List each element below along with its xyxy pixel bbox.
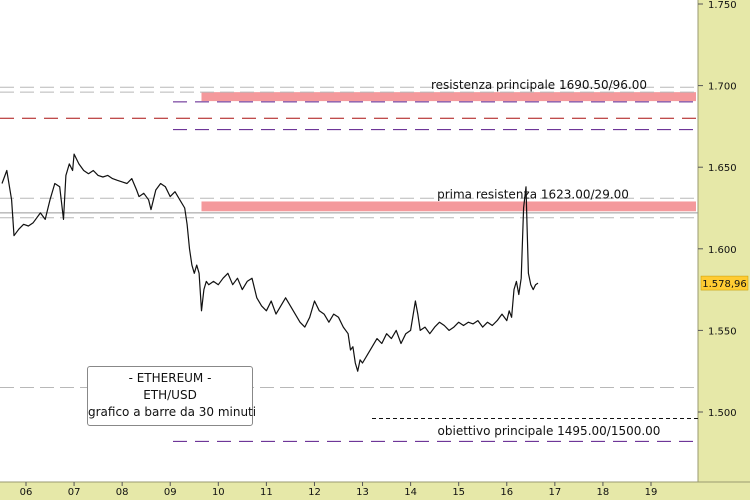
y-tick-label-1: 1.550: [708, 326, 737, 337]
price-series-line-0: [1, 153, 539, 372]
x-tick-label-7: 13: [356, 487, 369, 498]
last-price-label: 1.578,96: [702, 279, 747, 290]
x-tick-label-2: 08: [116, 487, 129, 498]
annotation-layer: resistenza principale 1690.50/96.00 prima…: [431, 78, 660, 438]
x-tick-label-9: 15: [452, 487, 465, 498]
y-tick-label-3: 1.650: [708, 163, 737, 174]
x-tick-label-10: 16: [500, 487, 513, 498]
x-tick-label-13: 19: [645, 487, 658, 498]
x-tick-label-3: 09: [164, 487, 177, 498]
date-axis-panel: [0, 482, 750, 500]
x-tick-label-12: 18: [597, 487, 610, 498]
main-resistance-zone: [201, 92, 696, 102]
last-price-badge: [700, 275, 749, 291]
y-tick-label-0: 1.500: [708, 408, 737, 419]
y-tick-label-5: 1.750: [708, 0, 737, 11]
series-layer: [1, 153, 539, 372]
x-tick-label-5: 11: [260, 487, 273, 498]
chart-info-box: - ETHEREUM - ETH/USD grafico a barre da …: [87, 366, 257, 426]
x-tick-label-8: 14: [404, 487, 417, 498]
y-axis-ticks: 1.500 1.550 1.600 1.650 1.700 1.750: [698, 0, 737, 419]
y-tick-label-4: 1.700: [708, 82, 737, 93]
price-axis-panel: [698, 0, 750, 500]
info-box-line-1: - ETHEREUM -: [128, 371, 212, 385]
x-tick-label-4: 10: [212, 487, 225, 498]
x-tick-label-1: 07: [68, 487, 81, 498]
x-axis-ticks: 06 07 08 09 10 11 12 13 14 15 16 17 18 19: [20, 482, 658, 498]
first-resistance-zone: [201, 201, 696, 212]
x-tick-label-0: 06: [20, 487, 33, 498]
annotation-label-2: obiettivo principale 1495.00/1500.00: [438, 424, 661, 438]
info-box-line-3: grafico a barre da 30 minuti: [88, 405, 257, 419]
levels-layer: [0, 86, 698, 442]
annotation-label-0: resistenza principale 1690.50/96.00: [431, 78, 647, 92]
last-price-badge-layer: 1.578,96: [700, 275, 749, 291]
x-tick-label-6: 12: [308, 487, 321, 498]
y-tick-label-2: 1.600: [708, 245, 737, 256]
annotation-label-1: prima resistenza 1623.00/29.00: [437, 187, 629, 201]
x-tick-label-11: 17: [548, 487, 561, 498]
info-box-line-2: ETH/USD: [143, 388, 197, 402]
